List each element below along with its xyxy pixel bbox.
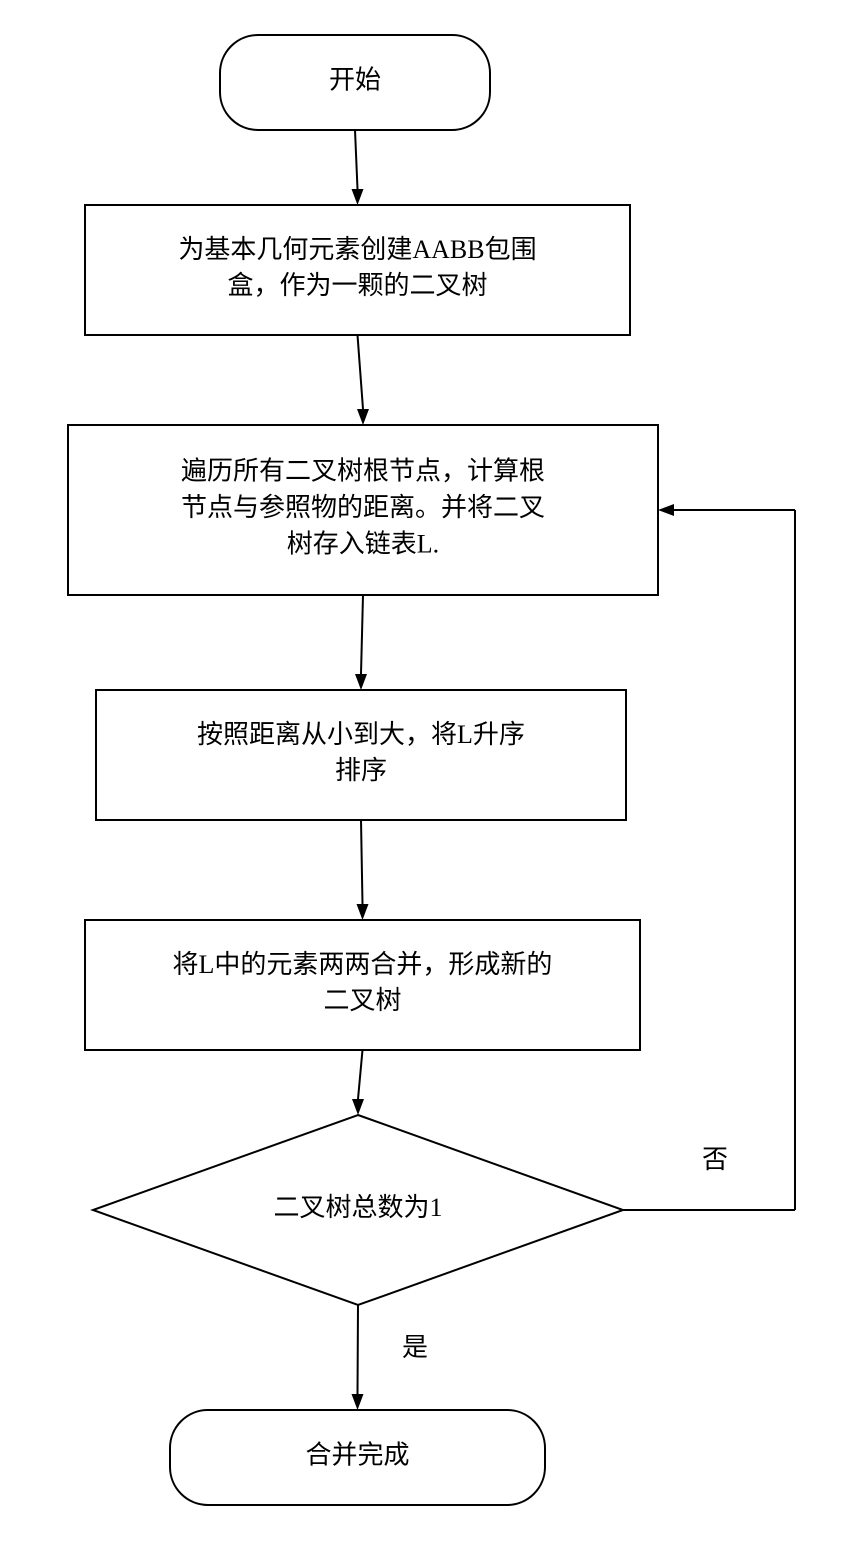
node-text: 合并完成 [305, 1440, 409, 1469]
node-text: 二叉树 [323, 986, 401, 1015]
node-text: 为基本几何元素创建AABB包围 [178, 235, 536, 264]
node-text: 节点与参照物的距离。并将二叉 [181, 493, 545, 522]
node-text: 二叉树总数为1 [273, 1193, 442, 1222]
node-text: 遍历所有二叉树根节点，计算根 [181, 457, 545, 486]
node-text: 树存入链表L. [287, 529, 439, 558]
node-text: 盒，作为一颗的二叉树 [227, 271, 487, 300]
edge-label: 否 [702, 1145, 728, 1174]
edge-label: 是 [402, 1333, 428, 1362]
node-text: 将L中的元素两两合并，形成新的 [173, 950, 553, 979]
node-text: 排序 [335, 756, 387, 785]
node-text: 按照距离从小到大，将L升序 [197, 720, 525, 749]
node-text: 开始 [329, 65, 381, 94]
